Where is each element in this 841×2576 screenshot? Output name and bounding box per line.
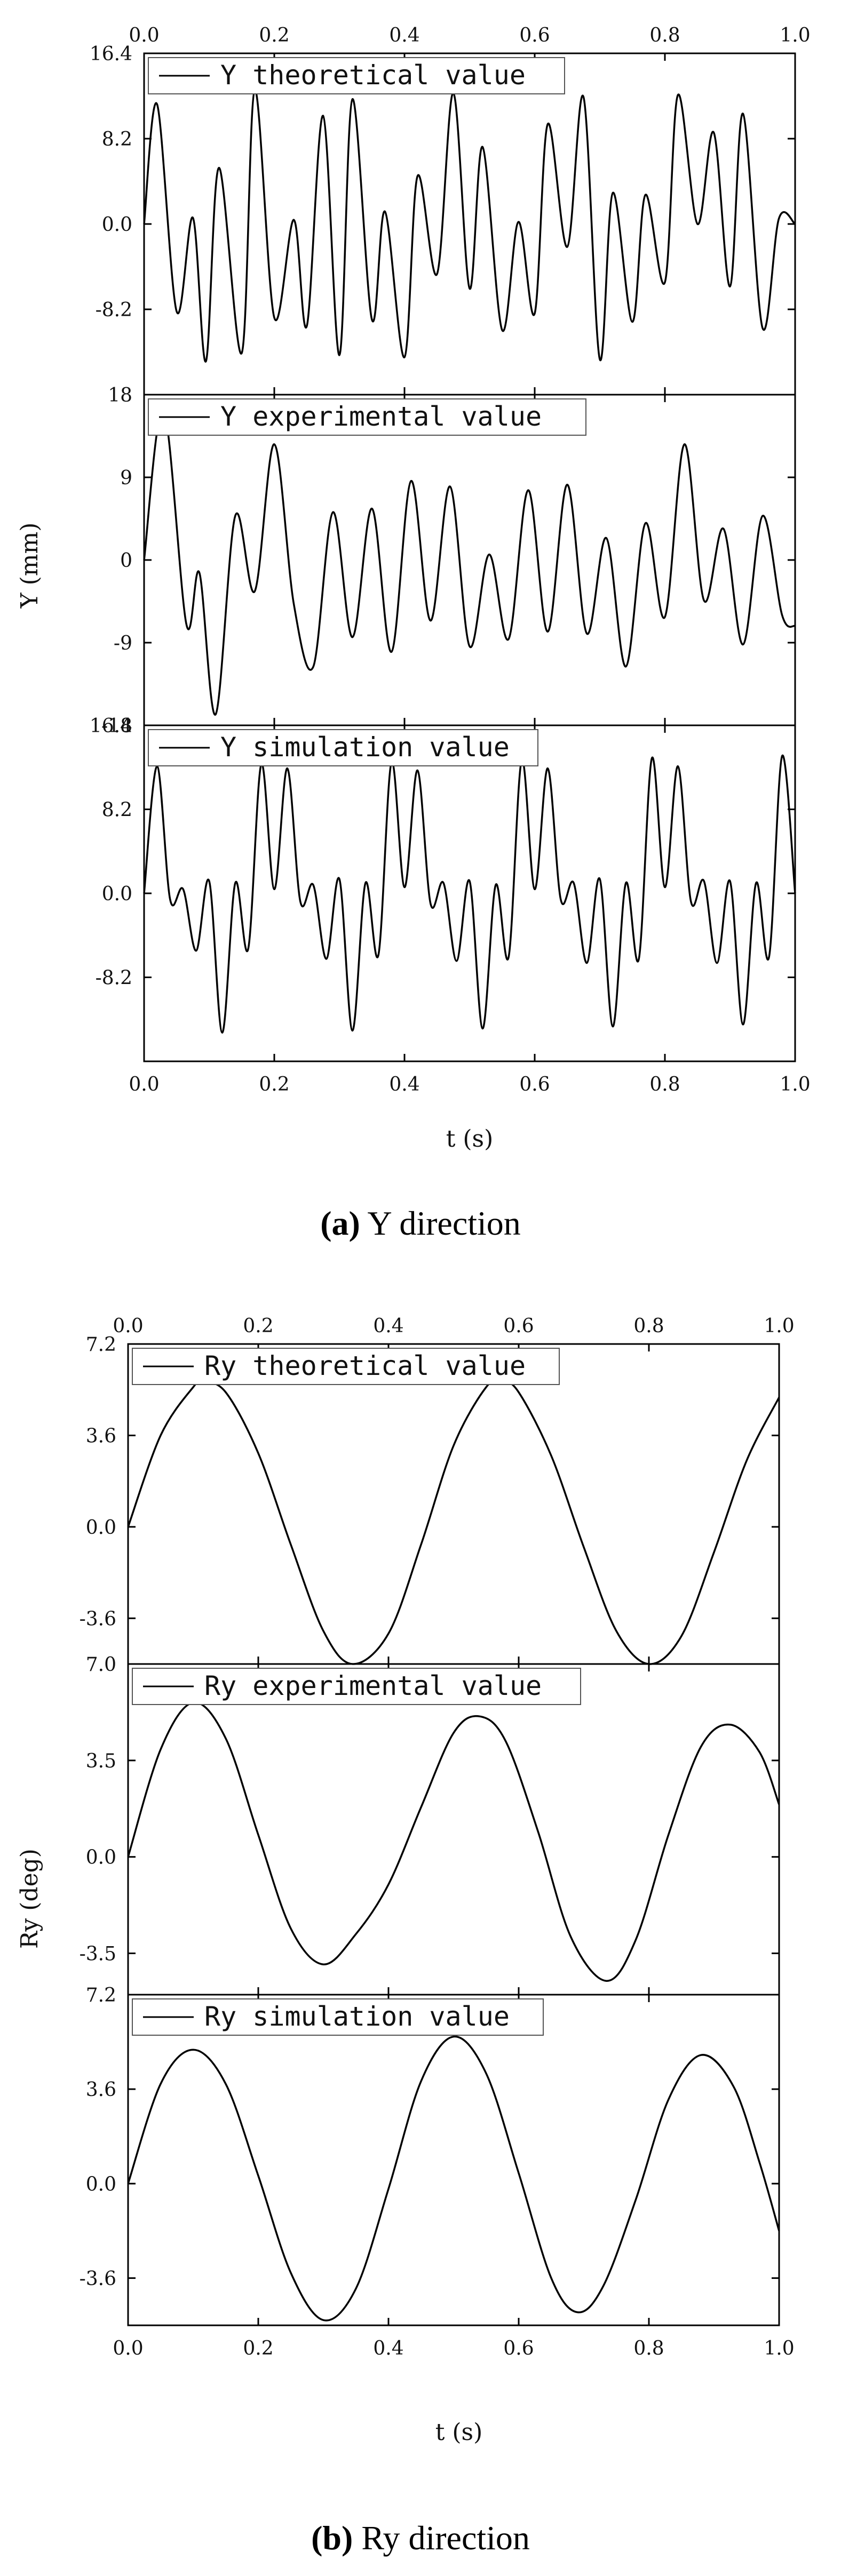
- legend-label: Ry simulation value: [204, 2001, 510, 2032]
- chart-panel-1: 0.0 0.2 0.4 0.6 0.8 1.0 16.4 8.2 0.0 -8.2 Y theore…: [90, 25, 811, 396]
- y-tick-label: -8.2: [96, 299, 132, 321]
- x-tick-label: 1.0: [780, 1074, 810, 1095]
- x-tick-label: 0.0: [113, 2338, 143, 2359]
- y-tick-label: 0.0: [86, 1517, 116, 1539]
- y-tick-label: -3.5: [80, 1943, 116, 1965]
- series-line: [127, 2035, 780, 2322]
- x-tick-label: 0.0: [113, 1315, 143, 1337]
- y-tick-label: 0: [120, 550, 132, 572]
- y-axis-title-a: Y (mm): [16, 523, 43, 609]
- x-axis-title-b: t (s): [435, 2419, 483, 2446]
- legend-box: [148, 398, 586, 436]
- chart-panel-2: 18 9 0 -9 -18 Y experimental value: [101, 385, 796, 737]
- x-tick-label: 0.4: [389, 1074, 419, 1095]
- series-line: [127, 1701, 780, 1982]
- x-tick-label: 0.8: [633, 2338, 664, 2359]
- chart-panel-5: 7.0 3.5 0.0 -3.5 Ry experimental value: [80, 1654, 780, 1996]
- y-tick-label: -9: [114, 633, 132, 654]
- caption-b-text: Ry direction: [353, 2519, 530, 2557]
- caption-b: (b) Ry direction: [311, 2519, 530, 2557]
- y-tick-label: 3.6: [86, 2079, 116, 2101]
- x-tick-label: 0.6: [503, 1315, 534, 1337]
- x-tick-label: 0.2: [243, 2338, 273, 2359]
- x-tick-label: 0.0: [129, 25, 159, 46]
- caption-b-letter: (b): [311, 2519, 353, 2557]
- y-tick-label: 0.0: [86, 1847, 116, 1869]
- series-line: [143, 407, 796, 716]
- y-tick-label: -8.2: [96, 967, 132, 989]
- x-tick-label: 0.6: [519, 25, 550, 46]
- y-tick-label: 8.2: [102, 799, 132, 821]
- legend-label: Y simulation value: [220, 732, 510, 763]
- y-tick-label: 7.0: [86, 1654, 116, 1676]
- chart-panel-6: 0.0 0.2 0.4 0.6 0.8 1.0 7.2 3.6 0.0 -3.6 Ry simula…: [80, 1985, 795, 2359]
- x-tick-label: 0.4: [373, 2338, 403, 2359]
- x-axis-title-a: t (s): [446, 1125, 494, 1153]
- x-tick-label: 0.8: [649, 25, 680, 46]
- x-tick-label: 1.0: [764, 2338, 794, 2359]
- y-tick-label: 0.0: [86, 2173, 116, 2195]
- chart-panels: 0.0 0.2 0.4 0.6 0.8 1.0 16.4 8.2 0.0 -8.2 Y theore…: [80, 25, 811, 2359]
- chart-panel-3: 0.0 0.2 0.4 0.6 0.8 1.0 16.4 8.2 0.0 -8.2 Y simula…: [90, 715, 811, 1095]
- legend-label: Ry experimental value: [204, 1670, 542, 1701]
- x-tick-label: 0.2: [259, 25, 289, 46]
- y-tick-label: 3.6: [86, 1425, 116, 1447]
- y-tick-label: 8.2: [102, 129, 132, 150]
- y-tick-label: 16.4: [90, 715, 132, 737]
- y-tick-label: -3.6: [80, 2268, 116, 2290]
- y-tick-label: 3.5: [86, 1750, 116, 1772]
- legend-box: [148, 729, 538, 766]
- x-tick-label: 0.2: [243, 1315, 273, 1337]
- plot-frame: [127, 1994, 780, 2326]
- legend-box: [132, 1668, 581, 1705]
- x-tick-label: 0.6: [519, 1074, 550, 1095]
- y-tick-label: 16.4: [90, 43, 132, 65]
- caption-a-text: Y direction: [360, 1204, 521, 1242]
- x-tick-label: 1.0: [780, 25, 810, 46]
- series-line: [127, 1379, 780, 1665]
- x-tick-label: 0.8: [649, 1074, 680, 1095]
- y-axis-title-b: Ry (deg): [16, 1849, 43, 1949]
- y-tick-label: 9: [120, 467, 132, 489]
- y-tick-label: 7.2: [86, 1985, 116, 2006]
- caption-a-letter: (a): [320, 1204, 360, 1242]
- series-line: [143, 89, 796, 363]
- legend-label: Y theoretical value: [220, 60, 526, 91]
- legend-box: [132, 1998, 544, 2036]
- legend-box: [148, 57, 565, 94]
- y-tick-label: -3.6: [80, 1608, 116, 1630]
- series-line: [143, 754, 796, 1034]
- chart-panel-4: 0.0 0.2 0.4 0.6 0.8 1.0 7.2 3.6 0.0 -3.6 Ry theore…: [80, 1315, 795, 1665]
- y-tick-label: 18: [108, 385, 132, 406]
- x-tick-label: 0.8: [633, 1315, 664, 1337]
- y-tick-label: -18: [101, 715, 132, 737]
- y-tick-label: 7.2: [86, 1334, 116, 1356]
- x-tick-label: 0.0: [129, 1074, 159, 1095]
- x-tick-label: 0.6: [503, 2338, 534, 2359]
- x-tick-label: 0.2: [259, 1074, 289, 1095]
- legend-box: [132, 1348, 560, 1385]
- caption-a: (a) Y direction: [320, 1204, 521, 1242]
- x-tick-label: 0.4: [389, 25, 419, 46]
- legend-label: Ry theoretical value: [204, 1350, 526, 1381]
- y-tick-label: 0.0: [102, 214, 132, 236]
- legend-label: Y experimental value: [220, 401, 542, 432]
- x-tick-label: 0.4: [373, 1315, 403, 1337]
- plot-frame: [127, 1663, 780, 1996]
- x-tick-label: 1.0: [764, 1315, 794, 1337]
- y-tick-label: 0.0: [102, 883, 132, 905]
